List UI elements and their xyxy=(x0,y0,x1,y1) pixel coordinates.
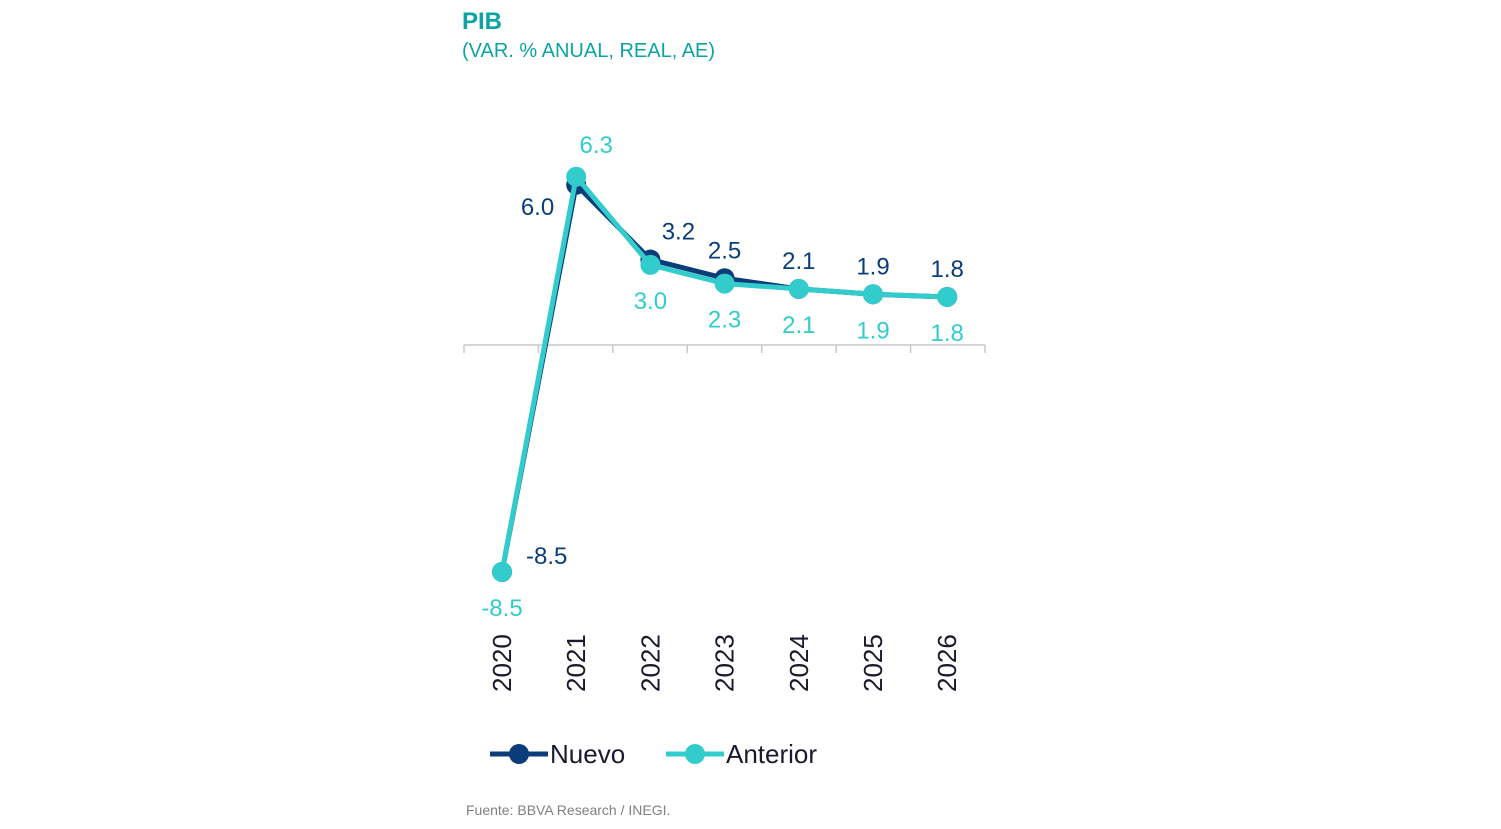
x-tick-label: 2021 xyxy=(561,634,591,692)
x-tick-label: 2020 xyxy=(487,634,517,692)
x-tick-label: 2024 xyxy=(784,634,814,692)
data-point-anterior xyxy=(937,286,958,307)
data-point-anterior xyxy=(640,254,661,275)
data-point-anterior xyxy=(863,284,883,305)
legend-swatch-marker xyxy=(685,744,705,764)
data-label-anterior: 6.3 xyxy=(580,132,613,159)
data-label-nuevo: -8.5 xyxy=(526,543,567,570)
data-label-nuevo: 3.2 xyxy=(662,219,695,246)
data-label-nuevo: 1.8 xyxy=(931,256,964,283)
x-tick-label: 2025 xyxy=(858,634,888,692)
data-label-anterior: 1.9 xyxy=(856,317,889,344)
data-label-anterior: 3.0 xyxy=(634,288,667,315)
data-label-nuevo: 1.9 xyxy=(856,253,889,280)
x-tick-label: 2022 xyxy=(635,634,665,692)
chart-subtitle: (VAR. % ANUAL, REAL, AE) xyxy=(462,40,716,62)
data-label-anterior: 1.8 xyxy=(931,320,964,347)
data-point-anterior xyxy=(566,166,587,187)
data-point-anterior xyxy=(788,278,809,299)
data-label-anterior: 2.1 xyxy=(782,312,815,339)
x-tick-label: 2023 xyxy=(710,634,740,692)
data-label-nuevo: 2.1 xyxy=(782,248,815,275)
data-label-nuevo: 2.5 xyxy=(708,237,741,264)
legend-label: Nuevo xyxy=(550,739,625,769)
data-point-anterior xyxy=(714,273,735,294)
data-label-nuevo: 6.0 xyxy=(521,194,554,221)
data-label-anterior: 2.3 xyxy=(708,307,741,334)
data-label-anterior: -8.5 xyxy=(481,595,522,622)
chart-title: PIB xyxy=(462,8,503,35)
legend-label: Anterior xyxy=(726,739,817,769)
legend-swatch-marker xyxy=(509,744,529,764)
x-tick-label: 2026 xyxy=(932,634,962,692)
data-point-anterior xyxy=(492,561,512,582)
source-note: Fuente: BBVA Research / INEGI. xyxy=(466,802,671,818)
